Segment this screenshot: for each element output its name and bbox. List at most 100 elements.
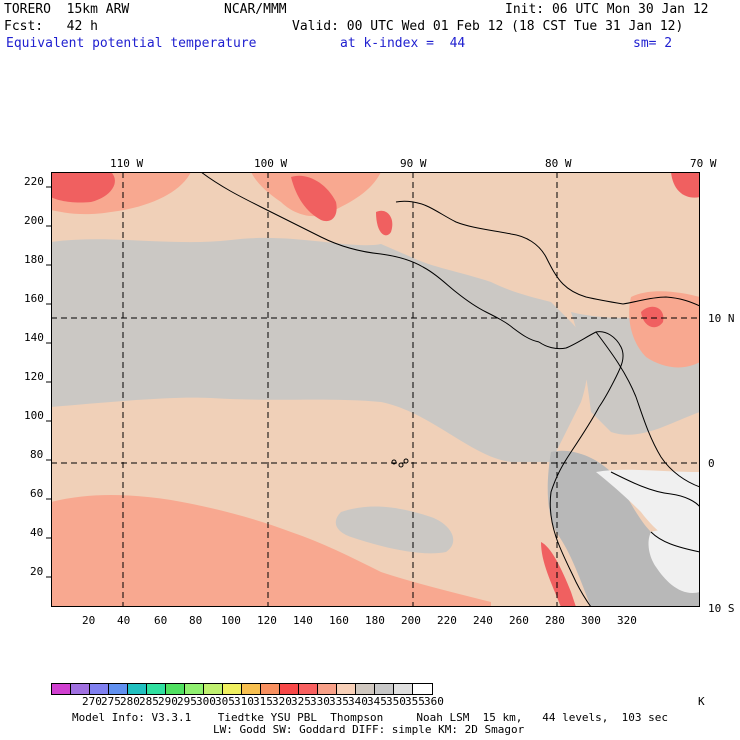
y-tick-label: 120 [24, 370, 44, 383]
map-panel [51, 172, 700, 607]
country-borders [595, 331, 700, 553]
y-tick-label: 60 [30, 487, 44, 500]
x-tick-label: 300 [581, 614, 601, 627]
model-info-line1: Model Info: V3.3.1 Tiedtke YSU PBL Thomp… [72, 711, 669, 724]
colorbar-label: 300 [196, 695, 216, 708]
model-info-line2: LW: Godd SW: Goddard DIFF: simple KM: 2D… [213, 723, 525, 736]
coastlines [200, 172, 700, 607]
x-tick-label: 320 [617, 614, 637, 627]
colorbar-swatch [242, 684, 261, 694]
colorbar-swatch [223, 684, 242, 694]
gulf-coastline [395, 200, 624, 305]
colorbar-swatch [318, 684, 337, 694]
colorbar-label: 285 [139, 695, 159, 708]
hot-field-region [51, 172, 115, 203]
y-tick-label: 160 [24, 292, 44, 305]
south-america-coastline [549, 406, 600, 607]
central-america-coastline [200, 172, 540, 343]
x-tick-label: 160 [329, 614, 349, 627]
colorbar-label: 335 [329, 695, 349, 708]
colorbar-swatch [71, 684, 90, 694]
colorbar-label: 275 [101, 695, 121, 708]
y-tick-label: 80 [30, 448, 44, 461]
center-name: NCAR/MMM [224, 2, 287, 17]
x-tick-label: 220 [437, 614, 457, 627]
lon-label-80w: 80 W [545, 157, 572, 170]
x-tick-label: 120 [257, 614, 277, 627]
colorbar-swatch [337, 684, 356, 694]
x-tick-label: 80 [189, 614, 203, 627]
lat-label-10s: 10 S [708, 602, 735, 615]
hot-field-region [291, 175, 337, 222]
level-info: at k-index = 44 [340, 36, 466, 51]
forecast-hour: Fcst: 42 h [4, 19, 98, 34]
init-time: Init: 06 UTC Mon 30 Jan 12 [505, 2, 709, 17]
frame-ticks [46, 186, 51, 578]
colorbar-swatch [280, 684, 299, 694]
colorbar-swatch [204, 684, 223, 694]
lon-label-70w: 70 W [690, 157, 717, 170]
colorbar-label: 270 [82, 695, 102, 708]
hot-field-region [541, 542, 576, 607]
colorbar-label: 355 [405, 695, 425, 708]
colorbar-swatch [299, 684, 318, 694]
caribbean-coastline [622, 296, 700, 307]
hot-field-region [641, 306, 664, 328]
colorbar-swatch [375, 684, 394, 694]
lon-label-100w: 100 W [254, 157, 288, 170]
smoothing-info: sm= 2 [633, 36, 673, 51]
colorbar-swatch [261, 684, 280, 694]
colorbar-label: 305 [215, 695, 235, 708]
colorbar-label: 325 [291, 695, 311, 708]
map-frame [51, 172, 700, 607]
colorbar-label: 360 [424, 695, 444, 708]
colorbar-label: 295 [177, 695, 197, 708]
hot-field-region [376, 210, 393, 236]
colorbar-label: 345 [367, 695, 387, 708]
lat-lon-grid [51, 172, 700, 607]
colorbar-label: 310 [234, 695, 254, 708]
colorbar-swatch [90, 684, 109, 694]
lon-label-110w: 110 W [110, 157, 144, 170]
amazon-light-region [648, 530, 700, 593]
colombia-coastline [538, 331, 624, 408]
colorbar-swatch [166, 684, 185, 694]
colorbar-swatch [109, 684, 128, 694]
y-tick-label: 40 [30, 526, 44, 539]
x-tick-label: 140 [293, 614, 313, 627]
lon-label-90w: 90 W [400, 157, 427, 170]
colorbar [51, 683, 433, 695]
x-tick-label: 180 [365, 614, 385, 627]
x-tick-label: 40 [117, 614, 131, 627]
lat-label-0: 0 [708, 457, 715, 470]
x-tick-label: 260 [509, 614, 529, 627]
colorbar-label: 330 [310, 695, 330, 708]
colorbar-swatch [52, 684, 71, 694]
colorbar-swatch [185, 684, 204, 694]
colorbar-label: 280 [120, 695, 140, 708]
valid-time: Valid: 00 UTC Wed 01 Feb 12 (18 CST Tue … [292, 19, 684, 34]
model-name: TORERO 15km ARW [4, 2, 130, 17]
colorbar-swatch [128, 684, 147, 694]
x-tick-label: 240 [473, 614, 493, 627]
colorbar-unit: K [698, 695, 705, 708]
hot-field-region [671, 172, 700, 198]
colorbar-label: 315 [253, 695, 273, 708]
colorbar-swatch [147, 684, 166, 694]
y-tick-label: 140 [24, 331, 44, 344]
y-tick-label: 200 [24, 214, 44, 227]
y-tick-label: 180 [24, 253, 44, 266]
x-tick-label: 20 [82, 614, 96, 627]
map-canvas [51, 172, 700, 607]
y-tick-label: 20 [30, 565, 44, 578]
field-name: Equivalent potential temperature [6, 36, 257, 51]
colorbar-label: 350 [386, 695, 406, 708]
colorbar-swatch [356, 684, 375, 694]
galapagos-islands [391, 459, 397, 465]
lat-label-10n: 10 N [708, 312, 735, 325]
gray-field-region [335, 506, 454, 554]
colorbar-label: 340 [348, 695, 368, 708]
x-tick-label: 60 [154, 614, 168, 627]
y-tick-label: 100 [24, 409, 44, 422]
x-tick-label: 100 [221, 614, 241, 627]
